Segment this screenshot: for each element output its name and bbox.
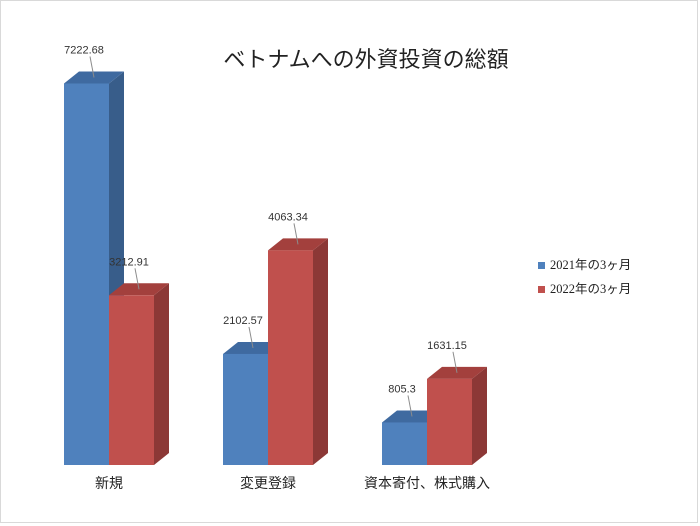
leader-line [248,326,254,349]
legend-label: 2022年の3ヶ月 [550,282,631,296]
chart-title: ベトナムへの外資投資の総額 [223,48,508,73]
category-label: 資本寄付、株式購入 [364,475,490,492]
legend-item: 2022年の3ヶ月 [538,282,631,296]
data-label: 805.3 [388,383,416,395]
labels-layer: 7222.68 3212.91 新規 2102.57 4063.34 変更登録 805.3 1… [64,44,490,492]
leader-line [134,268,140,290]
data-label: 2102.57 [223,315,263,327]
bar-side [472,366,487,465]
bar-front [382,422,427,465]
leader-line [407,395,413,417]
legend-swatch [538,286,545,293]
leader-line [89,56,95,78]
bar-side [154,283,169,465]
bar-2-1 [427,366,487,465]
legend-item: 2021年の3ヶ月 [538,258,631,272]
category-label: 新規 [95,476,123,492]
legend: 2021年の3ヶ月 2022年の3ヶ月 [538,258,631,296]
bar-front [268,250,313,465]
leader-line [452,351,458,373]
data-label: 1631.15 [427,340,467,352]
legend-swatch [538,262,545,269]
leader-line [293,223,299,245]
data-label: 4063.34 [268,211,308,223]
bar-0-1 [109,283,169,465]
bar-1-1 [268,238,328,465]
bars-layer [64,71,487,466]
bar-front [109,295,154,465]
bar-front [64,83,109,466]
data-label: 3212.91 [109,256,149,268]
bar-front [223,353,268,465]
bar-front [427,378,472,465]
legend-label: 2021年の3ヶ月 [550,258,631,272]
bar-side [313,238,328,465]
category-label: 変更登録 [240,475,296,492]
data-label: 7222.68 [64,44,104,56]
